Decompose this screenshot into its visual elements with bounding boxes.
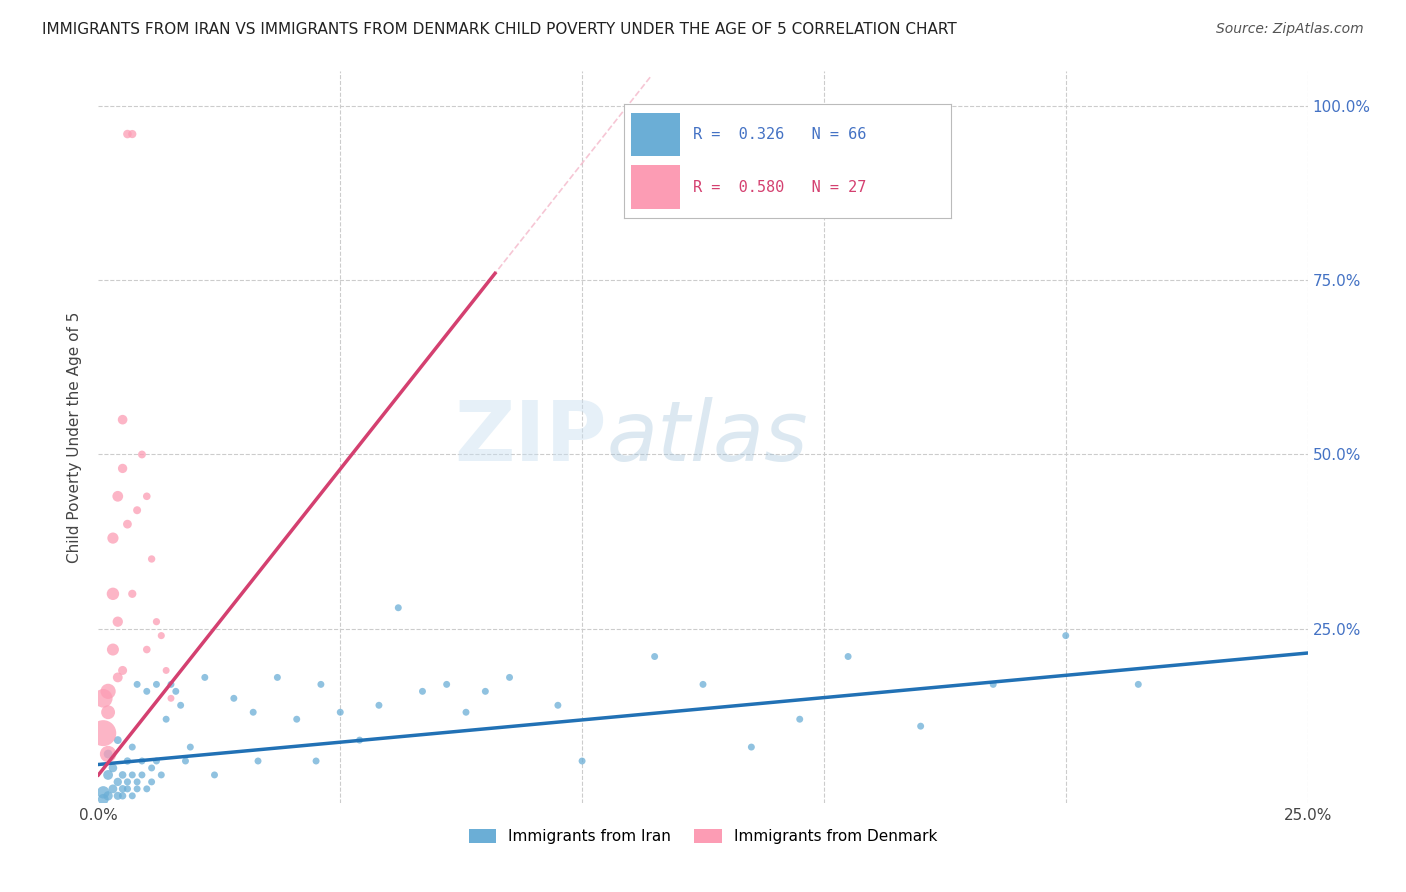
- Point: [111, 781, 134, 796]
- Point: [141, 552, 163, 566]
- Point: [107, 489, 129, 503]
- Point: [155, 712, 177, 726]
- Point: [141, 761, 163, 775]
- Y-axis label: Child Poverty Under the Age of 5: Child Poverty Under the Age of 5: [67, 311, 83, 563]
- Point: [165, 684, 187, 698]
- Text: IMMIGRANTS FROM IRAN VS IMMIGRANTS FROM DENMARK CHILD POVERTY UNDER THE AGE OF 5: IMMIGRANTS FROM IRAN VS IMMIGRANTS FROM …: [42, 22, 957, 37]
- Point: [135, 684, 157, 698]
- Point: [111, 789, 134, 803]
- Point: [127, 677, 149, 691]
- Point: [107, 775, 129, 789]
- Point: [97, 705, 120, 719]
- Text: atlas: atlas: [606, 397, 808, 477]
- Point: [111, 664, 134, 678]
- Point: [91, 785, 114, 799]
- Point: [160, 691, 183, 706]
- Point: [145, 677, 167, 691]
- Point: [91, 726, 114, 740]
- Point: [107, 733, 129, 747]
- Point: [222, 691, 245, 706]
- Point: [194, 670, 217, 684]
- Point: [117, 781, 139, 796]
- Point: [349, 733, 371, 747]
- Point: [242, 705, 264, 719]
- Point: [121, 768, 143, 782]
- Point: [644, 649, 666, 664]
- Point: [101, 781, 124, 796]
- Point: [454, 705, 477, 719]
- Point: [789, 712, 811, 726]
- Point: [179, 740, 201, 755]
- Legend: Immigrants from Iran, Immigrants from Denmark: Immigrants from Iran, Immigrants from De…: [463, 822, 943, 850]
- Point: [141, 775, 163, 789]
- Point: [111, 461, 134, 475]
- Point: [169, 698, 191, 713]
- Point: [131, 768, 153, 782]
- Point: [97, 684, 120, 698]
- Point: [107, 670, 129, 684]
- Point: [247, 754, 270, 768]
- Point: [571, 754, 593, 768]
- Point: [121, 789, 143, 803]
- Point: [97, 768, 120, 782]
- Point: [131, 754, 153, 768]
- Point: [436, 677, 458, 691]
- Point: [117, 754, 139, 768]
- Point: [117, 775, 139, 789]
- Point: [474, 684, 496, 698]
- Point: [111, 412, 134, 426]
- Point: [981, 677, 1004, 691]
- Point: [1128, 677, 1150, 691]
- Point: [204, 768, 226, 782]
- Point: [155, 664, 177, 678]
- Point: [117, 517, 139, 532]
- Point: [121, 740, 143, 755]
- Point: [121, 127, 143, 141]
- Point: [107, 615, 129, 629]
- Point: [266, 670, 288, 684]
- Point: [127, 781, 149, 796]
- Point: [309, 677, 332, 691]
- Point: [368, 698, 391, 713]
- Point: [285, 712, 308, 726]
- Point: [135, 642, 157, 657]
- Point: [135, 781, 157, 796]
- Point: [111, 768, 134, 782]
- Point: [117, 127, 139, 141]
- Point: [97, 747, 120, 761]
- Point: [387, 600, 409, 615]
- Text: Source: ZipAtlas.com: Source: ZipAtlas.com: [1216, 22, 1364, 37]
- Point: [1054, 629, 1077, 643]
- Point: [692, 677, 714, 691]
- Point: [91, 691, 114, 706]
- Point: [740, 740, 762, 755]
- Point: [145, 615, 167, 629]
- Point: [127, 503, 149, 517]
- Point: [121, 587, 143, 601]
- Point: [101, 531, 124, 545]
- Point: [150, 768, 173, 782]
- Point: [131, 448, 153, 462]
- Point: [97, 747, 120, 761]
- Point: [101, 642, 124, 657]
- Point: [547, 698, 569, 713]
- Point: [160, 677, 183, 691]
- Point: [91, 792, 114, 806]
- Point: [135, 489, 157, 503]
- Point: [101, 761, 124, 775]
- Point: [145, 754, 167, 768]
- Point: [127, 775, 149, 789]
- Point: [97, 789, 120, 803]
- Point: [174, 754, 197, 768]
- Point: [305, 754, 328, 768]
- Point: [101, 587, 124, 601]
- Point: [411, 684, 433, 698]
- Point: [910, 719, 932, 733]
- Point: [150, 629, 173, 643]
- Text: ZIP: ZIP: [454, 397, 606, 477]
- Point: [107, 789, 129, 803]
- Point: [498, 670, 520, 684]
- Point: [837, 649, 859, 664]
- Point: [329, 705, 352, 719]
